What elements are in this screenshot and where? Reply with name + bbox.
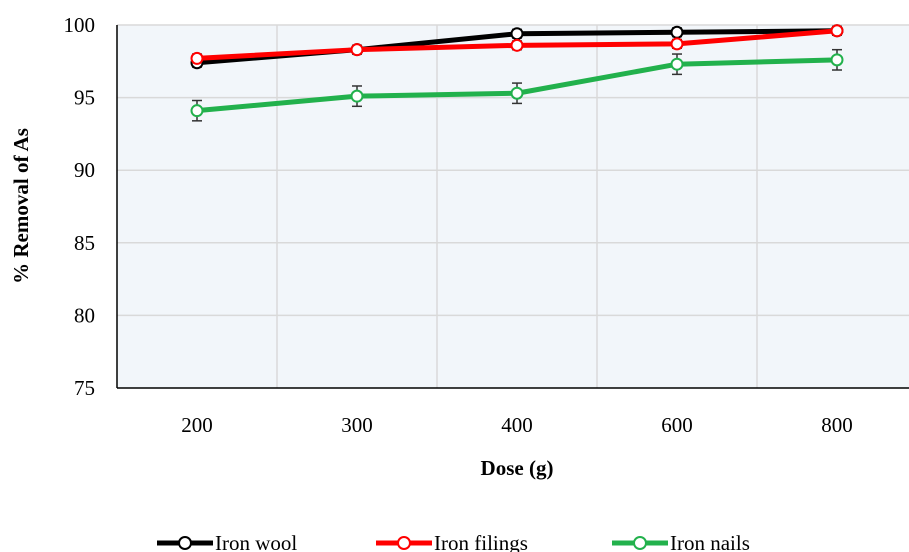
legend-marker: [397, 536, 411, 550]
data-point: [830, 53, 844, 67]
x-tick-label: 300: [341, 413, 373, 437]
legend-marker: [178, 536, 192, 550]
y-tick-label: 95: [74, 86, 95, 110]
data-point: [670, 37, 684, 51]
data-point: [510, 38, 524, 52]
series-iron-filings: [190, 24, 844, 65]
y-tick-label: 75: [74, 376, 95, 400]
legend-item: Iron nails: [612, 531, 750, 552]
series-group: [190, 24, 844, 122]
legend-label: Iron wool: [215, 531, 297, 552]
data-point: [190, 104, 204, 118]
y-axis-title: % Removal of As: [9, 128, 33, 284]
data-point: [670, 25, 684, 39]
y-tick-label: 80: [74, 303, 95, 327]
x-tick-label: 600: [661, 413, 693, 437]
data-point: [510, 86, 524, 100]
axes: [116, 25, 909, 389]
legend-label: Iron filings: [434, 531, 528, 552]
y-tick-label: 90: [74, 158, 95, 182]
data-point: [670, 57, 684, 71]
x-tick-labels: 200 300 400 600 800: [181, 413, 853, 437]
x-tick-label: 400: [501, 413, 533, 437]
x-tick-label: 800: [821, 413, 853, 437]
data-point: [510, 27, 524, 41]
legend: Iron wool Iron filings Iron nails: [157, 531, 750, 552]
data-point: [830, 24, 844, 38]
x-tick-label: 200: [181, 413, 213, 437]
legend-item: Iron wool: [157, 531, 297, 552]
plot-area: [117, 25, 909, 388]
legend-marker: [633, 536, 647, 550]
y-tick-labels: 75 80 85 90 95 100: [64, 13, 96, 400]
x-gridlines: [276, 25, 758, 388]
data-point: [350, 43, 364, 57]
y-tick-label: 85: [74, 231, 95, 255]
data-point: [190, 51, 204, 65]
legend-label: Iron nails: [670, 531, 750, 552]
data-point: [350, 89, 364, 103]
series-iron-nails: [190, 48, 844, 122]
legend-item: Iron filings: [376, 531, 528, 552]
y-gridlines: [117, 24, 909, 317]
y-tick-label: 100: [64, 13, 96, 37]
x-axis-title: Dose (g): [481, 456, 554, 480]
